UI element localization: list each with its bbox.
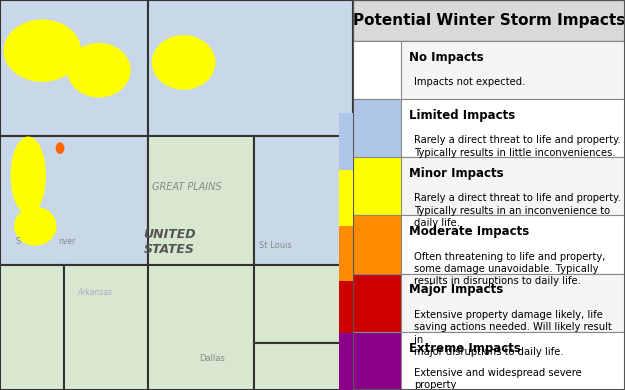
Bar — [0, 136, 148, 265]
Bar — [339, 226, 353, 283]
Bar — [254, 343, 353, 390]
Text: Often threatening to life and property,
some damage unavoidable. Typically
resul: Often threatening to life and property, … — [414, 252, 606, 286]
FancyBboxPatch shape — [353, 0, 625, 41]
Ellipse shape — [56, 142, 64, 154]
FancyBboxPatch shape — [353, 157, 401, 215]
FancyBboxPatch shape — [353, 215, 401, 274]
Ellipse shape — [11, 136, 46, 215]
FancyBboxPatch shape — [353, 99, 401, 157]
Text: Limited Impacts: Limited Impacts — [409, 109, 515, 122]
FancyBboxPatch shape — [353, 332, 625, 390]
Text: St Louis: St Louis — [259, 241, 292, 250]
Bar — [339, 333, 353, 390]
Bar — [254, 265, 353, 343]
Bar — [339, 170, 353, 226]
Bar — [148, 265, 254, 390]
Bar — [148, 0, 353, 136]
FancyBboxPatch shape — [353, 41, 401, 99]
Ellipse shape — [152, 35, 216, 90]
Bar — [254, 136, 353, 265]
FancyBboxPatch shape — [353, 157, 625, 215]
Text: Extensive and widespread severe property
damage, life saving actions will be nee: Extensive and widespread severe property… — [414, 368, 606, 390]
Bar — [0, 0, 148, 136]
Ellipse shape — [4, 20, 81, 82]
Bar — [339, 113, 353, 170]
Bar — [148, 136, 254, 265]
Text: No Impacts: No Impacts — [409, 51, 484, 64]
Text: Extensive property damage likely, life
saving actions needed. Will likely result: Extensive property damage likely, life s… — [414, 310, 612, 357]
Text: Rarely a direct threat to life and property.
Typically results in an inconvenien: Rarely a direct threat to life and prope… — [414, 193, 621, 228]
Text: Dallas: Dallas — [199, 354, 225, 363]
Ellipse shape — [67, 43, 131, 98]
Text: S: S — [15, 237, 20, 246]
Text: Extreme Impacts: Extreme Impacts — [409, 342, 521, 355]
Text: Major Impacts: Major Impacts — [409, 284, 503, 296]
FancyBboxPatch shape — [353, 332, 401, 390]
FancyBboxPatch shape — [353, 274, 401, 332]
FancyBboxPatch shape — [353, 99, 625, 157]
Text: Minor Impacts: Minor Impacts — [409, 167, 504, 180]
Ellipse shape — [14, 207, 56, 246]
Text: UNITED
STATES: UNITED STATES — [143, 228, 196, 256]
FancyBboxPatch shape — [353, 41, 625, 99]
Bar — [0, 265, 64, 390]
FancyBboxPatch shape — [353, 215, 625, 274]
Text: GREAT PLAINS: GREAT PLAINS — [152, 182, 222, 192]
Text: Impacts not expected.: Impacts not expected. — [414, 77, 526, 87]
Text: Moderate Impacts: Moderate Impacts — [409, 225, 529, 238]
Text: Potential Winter Storm Impacts: Potential Winter Storm Impacts — [353, 13, 625, 28]
Text: Arkansas: Arkansas — [78, 288, 112, 297]
Bar — [339, 281, 353, 337]
Text: Rarely a direct threat to life and property.
Typically results in little inconve: Rarely a direct threat to life and prope… — [414, 135, 621, 158]
Text: nver: nver — [59, 237, 76, 246]
Bar — [64, 265, 148, 390]
FancyBboxPatch shape — [353, 274, 625, 332]
